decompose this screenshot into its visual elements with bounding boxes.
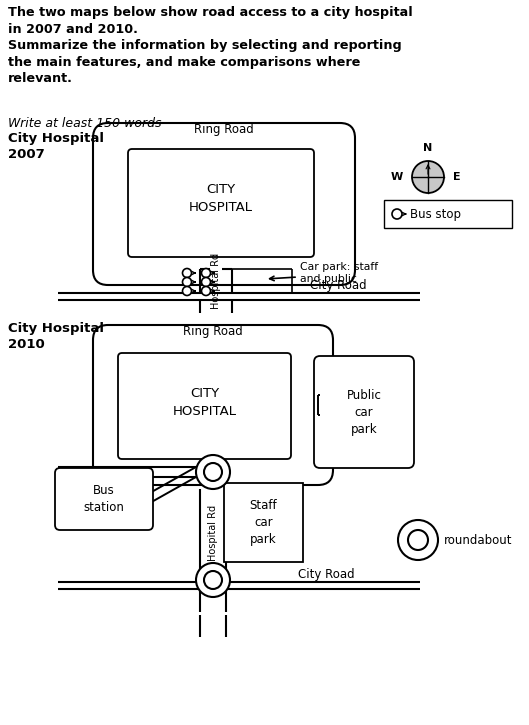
Circle shape	[196, 563, 230, 597]
Text: N: N	[423, 143, 433, 153]
Text: City Hospital
2010: City Hospital 2010	[8, 322, 104, 351]
Text: City Road: City Road	[310, 279, 367, 292]
Circle shape	[196, 455, 230, 489]
Circle shape	[183, 268, 191, 278]
Text: Bus
station: Bus station	[84, 484, 124, 514]
Circle shape	[392, 209, 402, 219]
Text: Write at least 150 words: Write at least 150 words	[8, 117, 161, 130]
FancyBboxPatch shape	[118, 353, 291, 459]
FancyBboxPatch shape	[384, 200, 512, 228]
Text: Staff
car
park: Staff car park	[250, 499, 277, 546]
FancyBboxPatch shape	[224, 483, 303, 562]
Text: roundabout: roundabout	[444, 534, 513, 547]
Text: Car park: staff
and public: Car park: staff and public	[300, 262, 378, 284]
Text: Public
car
park: Public car park	[346, 389, 381, 436]
FancyBboxPatch shape	[93, 123, 355, 285]
Text: Ring Road: Ring Road	[183, 325, 243, 338]
Circle shape	[204, 571, 222, 589]
Text: CITY
HOSPITAL: CITY HOSPITAL	[173, 386, 237, 418]
Circle shape	[183, 278, 191, 286]
Text: S: S	[424, 201, 432, 211]
Circle shape	[204, 463, 222, 481]
Text: W: W	[391, 172, 403, 182]
Text: CITY
HOSPITAL: CITY HOSPITAL	[189, 183, 253, 213]
Circle shape	[202, 286, 211, 296]
Text: Hospital Rd: Hospital Rd	[211, 253, 221, 309]
Text: E: E	[453, 172, 461, 182]
Text: City Road: City Road	[298, 568, 354, 581]
FancyBboxPatch shape	[55, 468, 153, 530]
Text: Hospital Rd: Hospital Rd	[208, 505, 218, 561]
FancyBboxPatch shape	[314, 356, 414, 468]
Text: Bus stop: Bus stop	[410, 207, 461, 220]
Circle shape	[202, 278, 211, 286]
FancyBboxPatch shape	[93, 325, 333, 485]
Text: City Hospital
2007: City Hospital 2007	[8, 132, 104, 161]
FancyBboxPatch shape	[128, 149, 314, 257]
Circle shape	[398, 520, 438, 560]
Circle shape	[412, 161, 444, 193]
Circle shape	[202, 268, 211, 278]
Text: Ring Road: Ring Road	[194, 123, 254, 136]
Circle shape	[183, 286, 191, 296]
Circle shape	[408, 530, 428, 550]
Text: The two maps below show road access to a city hospital
in 2007 and 2010.
Summari: The two maps below show road access to a…	[8, 6, 413, 85]
